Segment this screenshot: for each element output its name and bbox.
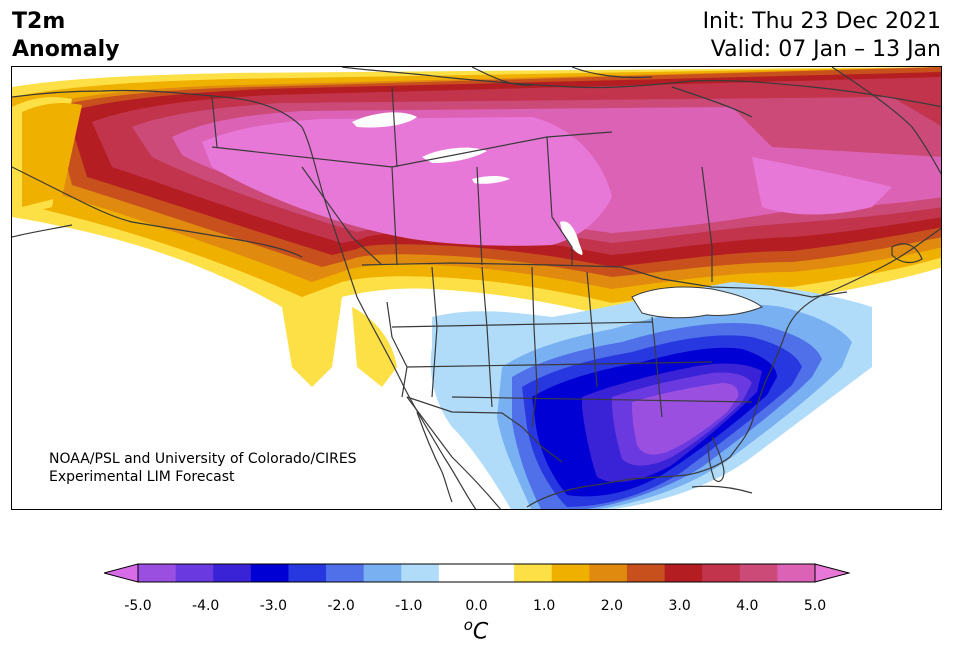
init-date: Init: Thu 23 Dec 2021 <box>702 9 941 34</box>
aleutian-chain <box>12 224 73 238</box>
colorbar-cells <box>138 564 816 582</box>
colorbar-cell <box>326 564 364 582</box>
unit-degree: o <box>463 616 473 634</box>
baja <box>416 411 453 503</box>
colorbar-cell <box>739 564 778 582</box>
colorbar-cell <box>138 564 176 582</box>
colorbar-cell <box>288 564 327 582</box>
province-sk-mb <box>476 166 483 266</box>
warm-anomaly-shading <box>12 67 941 387</box>
colorbar-cell <box>514 564 553 582</box>
us-mexico-border <box>406 396 563 463</box>
colorbar-tick-label: -5.0 <box>124 598 152 614</box>
colorbar-tick-label: 2.0 <box>600 598 624 614</box>
colorbar-cell <box>777 564 816 582</box>
map-title: T2m Anomaly <box>12 8 119 64</box>
colorbar-tick-label: 4.0 <box>736 598 759 614</box>
great-lakes <box>631 286 763 319</box>
colorbar-cell <box>363 564 402 582</box>
colorbar-tick-label: 1.0 <box>533 598 556 614</box>
colorbar-tick-label: 0.0 <box>465 598 488 614</box>
colorbar-cell <box>476 564 515 582</box>
us-states-plains <box>531 266 538 428</box>
colorbar-cell <box>401 564 440 582</box>
title-line-2: Anomaly <box>12 37 120 62</box>
colorbar-outline <box>137 563 816 583</box>
us-states-midwest <box>586 271 598 388</box>
us-states-central <box>481 266 493 408</box>
warm-band-west-gold <box>22 103 82 207</box>
us-states-mountain <box>431 266 438 398</box>
arctic-islands <box>471 67 753 118</box>
colorbar-cell <box>438 564 477 582</box>
colorbar-over-arrow <box>814 563 850 583</box>
political-borders <box>12 67 941 509</box>
warm-band-magenta <box>202 117 612 246</box>
colorbar-tick-label: 5.0 <box>803 598 827 614</box>
colorbar-tick-label: -4.0 <box>192 598 220 614</box>
mexico-coast <box>406 396 502 509</box>
us-states-horizontal-1 <box>391 321 653 328</box>
colorbar-cell <box>250 564 289 582</box>
greenland-edge <box>831 67 941 175</box>
newfoundland <box>891 243 923 264</box>
coastline-north <box>341 67 941 108</box>
credit-text: NOAA/PSL and University of Colorado/CIRE… <box>49 450 357 486</box>
cool-band-pale-west <box>432 315 492 359</box>
colorbar-tick-label: 3.0 <box>668 598 691 614</box>
coastline-east <box>729 227 941 458</box>
title-line-1: T2m <box>12 9 66 34</box>
valid-range: Valid: 07 Jan – 13 Jan <box>710 37 941 62</box>
colorbar-tick-label: -2.0 <box>327 598 355 614</box>
province-mb-on <box>546 136 573 265</box>
colorbar-cell <box>589 564 628 582</box>
colorbar-cell <box>551 564 590 582</box>
colorbar <box>104 563 850 583</box>
colorbar-cell <box>175 564 214 582</box>
us-canada-border <box>361 262 848 298</box>
us-states-horizontal-2 <box>406 361 713 368</box>
warm-band-west-coast <box>352 307 397 387</box>
cool-anomaly-shading <box>430 282 872 509</box>
great-slave-lake <box>472 176 510 184</box>
colorbar-cell <box>702 564 741 582</box>
coastline-west <box>12 89 477 509</box>
unit-celsius: C <box>472 619 489 645</box>
credit-line-1: NOAA/PSL and University of Colorado/CIRE… <box>49 451 357 467</box>
alaska-coast <box>12 166 303 258</box>
forecast-info: Init: Thu 23 Dec 2021 Valid: 07 Jan – 13… <box>703 8 941 64</box>
credit-line-2: Experimental LIM Forecast <box>49 469 235 485</box>
colorbar-cell <box>626 564 665 582</box>
colorbar-cell <box>213 564 252 582</box>
anomaly-map <box>11 66 942 510</box>
colorbar-unit: oC <box>464 616 489 644</box>
province-ab-sk <box>391 166 398 266</box>
us-states-horizontal-3 <box>451 396 753 403</box>
hudson-bay-lake <box>352 112 417 128</box>
map-svg <box>12 67 941 509</box>
territory-line <box>211 131 613 168</box>
colorbar-tick-label: -3.0 <box>259 598 288 614</box>
quebec-on <box>701 166 713 282</box>
us-states-west <box>386 301 408 398</box>
yukon-nwt <box>211 96 218 148</box>
lake-winnipeg <box>560 221 583 255</box>
water-bodies <box>352 112 763 319</box>
colorbar-cell <box>664 564 703 582</box>
colorbar-under-arrow <box>104 563 139 583</box>
coastline-gulf <box>526 456 731 508</box>
warm-band-magenta-east <box>752 157 892 215</box>
cuba <box>691 485 753 494</box>
colorbar-tick-label: -1.0 <box>395 598 423 614</box>
nwt-nunavut <box>391 86 398 168</box>
province-bc-ab <box>301 166 383 266</box>
florida <box>707 436 725 483</box>
